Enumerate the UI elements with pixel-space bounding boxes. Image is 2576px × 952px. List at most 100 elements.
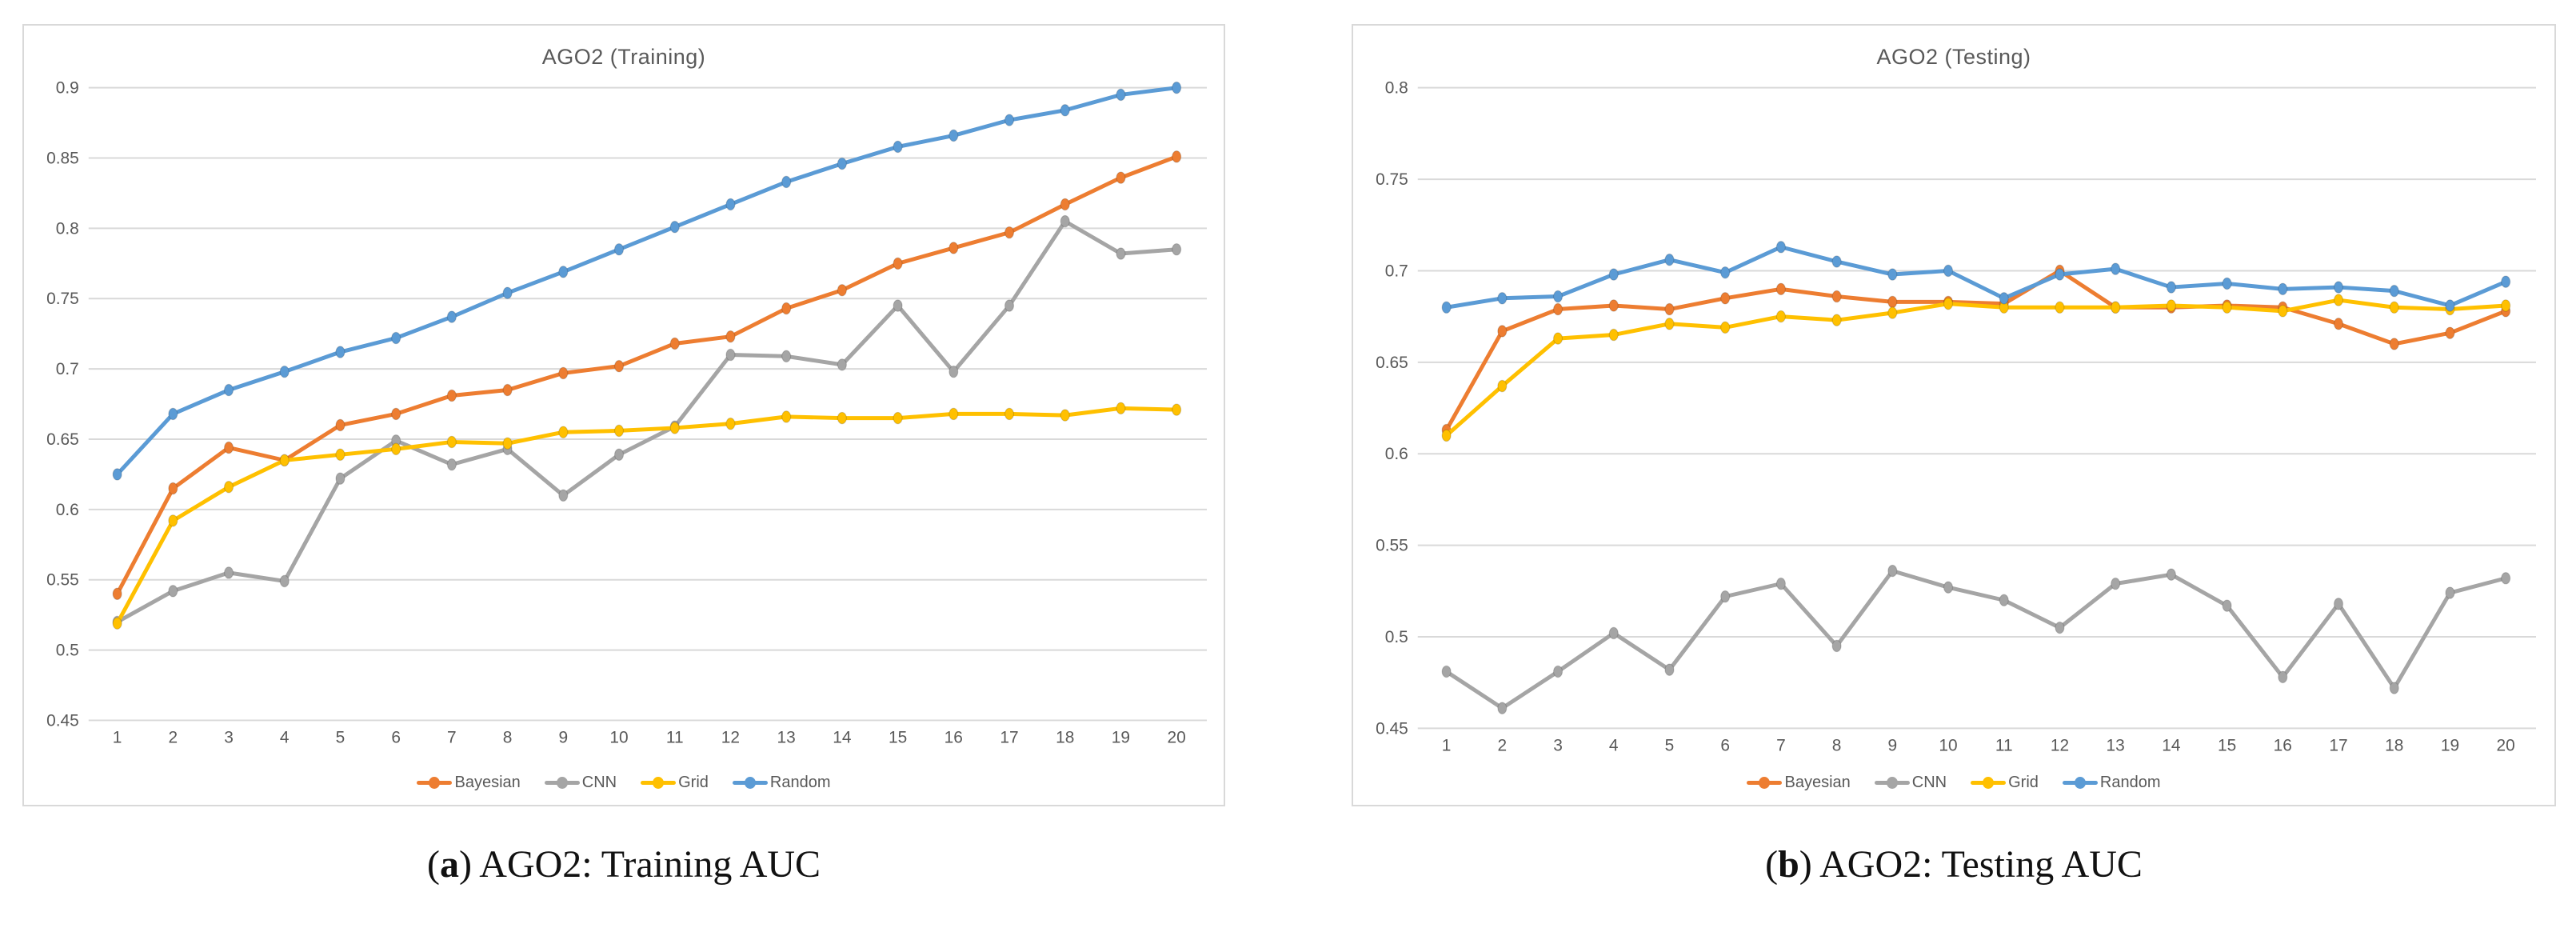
y-tick-label-0.5: 0.5 [1385, 628, 1408, 646]
data-point-cnn-x4 [279, 574, 290, 588]
data-point-random-x5 [1664, 253, 1675, 266]
x-tick-label-10: 10 [1939, 736, 1957, 754]
data-point-grid-x11 [669, 422, 680, 434]
legend-dot-cnn-icon [556, 777, 568, 789]
legend-item-cnn: CNN [544, 774, 617, 792]
data-point-grid-x18 [2389, 301, 2399, 314]
x-tick-label-3: 3 [1553, 736, 1563, 754]
x-tick-label-10: 10 [609, 728, 628, 746]
x-tick-label-13: 13 [2107, 736, 2125, 754]
data-point-grid-x12 [2055, 301, 2065, 314]
data-point-random-x1 [1441, 301, 1452, 314]
data-point-bayesian-x9 [558, 366, 569, 380]
data-point-grid-x1 [112, 617, 122, 630]
training-caption-paren-open: ( [426, 843, 440, 886]
data-point-bayesian-x11 [669, 337, 680, 350]
data-point-random-x20 [2501, 275, 2511, 288]
testing-chart-title: AGO2 (Testing) [1876, 45, 2031, 69]
data-point-random-x11 [1999, 292, 2009, 305]
data-point-grid-x17 [1004, 407, 1015, 421]
x-tick-label-5: 5 [1665, 736, 1675, 754]
legend-marker-random-icon [732, 777, 768, 789]
training-chart-panel: 0.9 0.85 0.8 0.75 0.7 0.65 0.6 0.55 0.5 0.45 1 2 3 4 5… [22, 24, 1225, 806]
series-random-points [1441, 240, 2511, 314]
x-tick-label-2: 2 [168, 728, 178, 746]
x-tick-label-14: 14 [833, 728, 852, 746]
data-point-random-x10 [1943, 264, 1954, 278]
x-tick-label-6: 6 [1720, 736, 1730, 754]
data-point-bayesian-x6 [1720, 292, 1731, 305]
legend-label-bayesian: Bayesian [1784, 774, 1851, 791]
data-point-grid-x3 [223, 480, 234, 494]
data-point-cnn-x11 [1999, 594, 2009, 607]
data-point-random-x5 [335, 346, 345, 358]
data-point-random-x15 [2222, 277, 2232, 290]
data-point-cnn-x7 [446, 458, 457, 471]
data-point-random-x2 [1497, 292, 1508, 305]
data-point-grid-x20 [2501, 299, 2511, 312]
legend-dot-cnn-icon [1886, 777, 1898, 789]
data-point-cnn-x20 [2501, 571, 2511, 585]
training-caption-text: AGO2: Training AUC [479, 843, 821, 886]
gridlines [88, 86, 1208, 722]
data-point-cnn-x14 [2166, 568, 2176, 581]
legend-item-bayesian: Bayesian [417, 774, 521, 792]
y-tick-label-0.7: 0.7 [56, 360, 79, 378]
x-tick-label-13: 13 [777, 728, 796, 746]
data-point-cnn-x19 [2445, 586, 2455, 599]
data-point-cnn-x18 [2389, 682, 2399, 694]
data-point-cnn-x7 [1775, 577, 1786, 590]
data-point-random-x15 [893, 140, 903, 154]
x-tick-label-17: 17 [2329, 736, 2347, 754]
legend-marker-bayesian-icon [1747, 777, 1783, 789]
data-point-cnn-x20 [1172, 242, 1182, 256]
y-tick-label-0.75: 0.75 [46, 290, 79, 308]
legend-label-grid: Grid [2008, 774, 2039, 791]
data-point-cnn-x17 [2333, 598, 2344, 610]
data-point-grid-x1 [1441, 429, 1452, 442]
data-point-bayesian-x10 [613, 359, 625, 373]
training-chart-svg: 0.90.850.80.750.70.650.60.550.50.451 2 3 4 5… [46, 79, 1208, 746]
x-tick-label-3: 3 [224, 728, 234, 746]
data-point-grid-x15 [893, 411, 903, 425]
legend-marker-bayesian-icon [417, 777, 453, 789]
testing-caption-text: AGO2: Testing AUC [1819, 843, 2143, 886]
data-point-random-x9 [1887, 268, 1898, 281]
data-point-random-x10 [613, 242, 625, 256]
data-point-bayesian-x9 [1887, 295, 1898, 309]
series-random-line [115, 86, 1179, 477]
y-tick-label-0.6: 0.6 [56, 501, 79, 519]
x-tick-label-2: 2 [1497, 736, 1507, 754]
y-tick-label-0.7: 0.7 [1385, 262, 1408, 280]
x-tick-label-9: 9 [558, 728, 568, 746]
data-point-grid-x2 [168, 514, 178, 527]
data-point-grid-x9 [558, 426, 569, 438]
data-point-grid-x19 [1116, 402, 1126, 415]
data-point-bayesian-x16 [949, 242, 959, 254]
series-random-points [112, 81, 1182, 481]
data-point-grid-x7 [446, 435, 457, 449]
data-point-grid-x13 [781, 410, 792, 423]
y-tick-label-0.8: 0.8 [1385, 79, 1408, 98]
data-point-bayesian-x3 [1552, 302, 1564, 316]
training-chart-title: AGO2 (Training) [541, 45, 706, 69]
data-point-cnn-x9 [1887, 564, 1898, 578]
data-point-bayesian-x13 [781, 302, 792, 315]
data-point-bayesian-x14 [837, 283, 847, 297]
data-point-random-x12 [2055, 268, 2065, 281]
data-point-random-x6 [391, 331, 401, 345]
data-point-bayesian-x17 [2333, 318, 2344, 330]
x-tick-label-4: 4 [280, 728, 290, 746]
data-point-grid-x8 [1831, 314, 1842, 326]
data-point-grid-x2 [1497, 379, 1508, 393]
data-point-grid-x6 [1720, 321, 1731, 334]
x-tick-label-7: 7 [1776, 736, 1786, 754]
testing-chart-panel: 0.8 0.75 0.7 0.65 0.6 0.55 0.5 0.45 1 2 3 4 5 6 7 8 9 10 1… [1352, 24, 2556, 806]
data-point-random-x4 [1608, 268, 1619, 281]
x-tick-label-4: 4 [1609, 736, 1619, 754]
data-point-cnn-x13 [2111, 577, 2121, 590]
data-point-random-x8 [1831, 255, 1842, 268]
series-bayesian-line [1444, 268, 2508, 433]
data-point-bayesian-x7 [446, 389, 457, 402]
legend-label-cnn: CNN [1911, 774, 1947, 791]
